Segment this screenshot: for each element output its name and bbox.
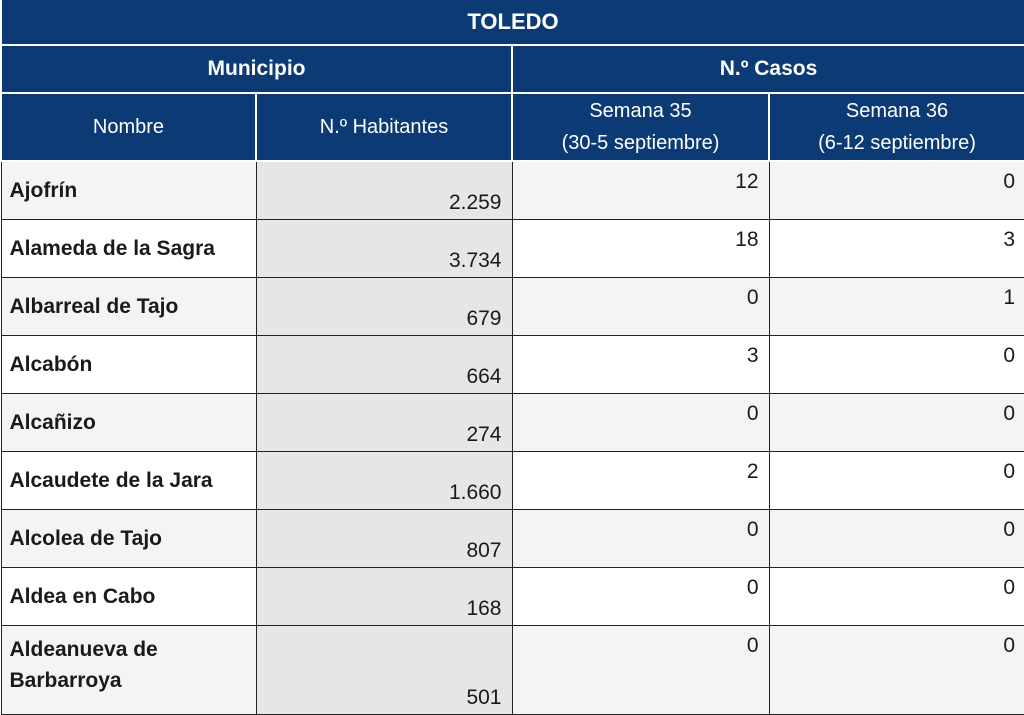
habitantes-value: 807	[255, 509, 513, 568]
column-header-semana-35: Semana 35 (30-5 septiembre)	[511, 92, 770, 162]
habitantes-value: 168	[255, 567, 513, 626]
semana-35-dates: (30-5 septiembre)	[561, 132, 720, 154]
habitantes-value: 3.734	[255, 219, 513, 278]
habitantes-value: 501	[255, 625, 513, 715]
table-row: Aldeanueva de Barbarroya 501 0 0	[0, 625, 1024, 715]
semana-36-value: 0	[768, 451, 1024, 510]
habitantes-value: 664	[255, 335, 513, 394]
column-header-nombre: Nombre	[0, 92, 257, 162]
table-title: TOLEDO	[0, 0, 1024, 46]
table-row: Alameda de la Sagra 3.734 18 3	[0, 219, 1024, 278]
column-header-semana-36: Semana 36 (6-12 septiembre)	[767, 92, 1024, 162]
municipio-name: Alcaudete de la Jara	[0, 451, 257, 510]
municipio-name: Aldea en Cabo	[0, 567, 257, 626]
semana-35-value: 0	[511, 277, 770, 336]
semana-36-value: 0	[768, 567, 1024, 626]
semana-36-value: 0	[768, 393, 1024, 452]
semana-35-label: Semana 35	[589, 100, 692, 122]
municipio-name: Albarreal de Tajo	[0, 277, 257, 336]
semana-36-value: 3	[768, 219, 1024, 278]
semana-36-value: 1	[768, 277, 1024, 336]
semana-35-value: 2	[511, 451, 770, 510]
group-header-casos: N.º Casos	[510, 44, 1024, 94]
municipio-name: Ajofrín	[0, 160, 257, 220]
habitantes-value: 274	[255, 393, 513, 452]
habitantes-value: 679	[255, 277, 513, 336]
column-header-habitantes: N.º Habitantes	[255, 92, 513, 162]
semana-36-label: Semana 36	[845, 100, 949, 122]
semana-35-value: 0	[511, 625, 770, 715]
semana-35-value: 0	[511, 393, 770, 452]
semana-35-value: 3	[511, 335, 770, 394]
municipio-name: Aldeanueva de Barbarroya	[0, 625, 257, 715]
table-row: Alcolea de Tajo 807 0 0	[0, 509, 1024, 568]
semana-35-value: 0	[511, 509, 770, 568]
semana-36-value: 0	[768, 625, 1024, 715]
table-row: Aldea en Cabo 168 0 0	[0, 567, 1024, 626]
municipio-name: Alameda de la Sagra	[0, 219, 257, 278]
semana-35-value: 12	[511, 160, 770, 220]
municipio-name: Alcabón	[0, 335, 257, 394]
municipio-name: Alcañizo	[0, 393, 257, 452]
habitantes-value: 1.660	[255, 451, 513, 510]
semana-36-value: 0	[768, 509, 1024, 568]
table-row: Alcaudete de la Jara 1.660 2 0	[0, 451, 1024, 510]
table-row: Ajofrín 2.259 12 0	[0, 160, 1024, 220]
table-row: Alcañizo 274 0 0	[0, 393, 1024, 452]
habitantes-value: 2.259	[255, 160, 513, 220]
table-row: Albarreal de Tajo 679 0 1	[0, 277, 1024, 336]
municipio-name: Alcolea de Tajo	[0, 509, 257, 568]
semana-35-value: 18	[511, 219, 770, 278]
table-row: Alcabón 664 3 0	[0, 335, 1024, 394]
semana-36-value: 0	[768, 335, 1024, 394]
semana-36-dates: (6-12 septiembre)	[818, 132, 976, 154]
group-header-municipio: Municipio	[0, 44, 513, 94]
semana-36-value: 0	[768, 160, 1024, 220]
semana-35-value: 0	[511, 567, 770, 626]
